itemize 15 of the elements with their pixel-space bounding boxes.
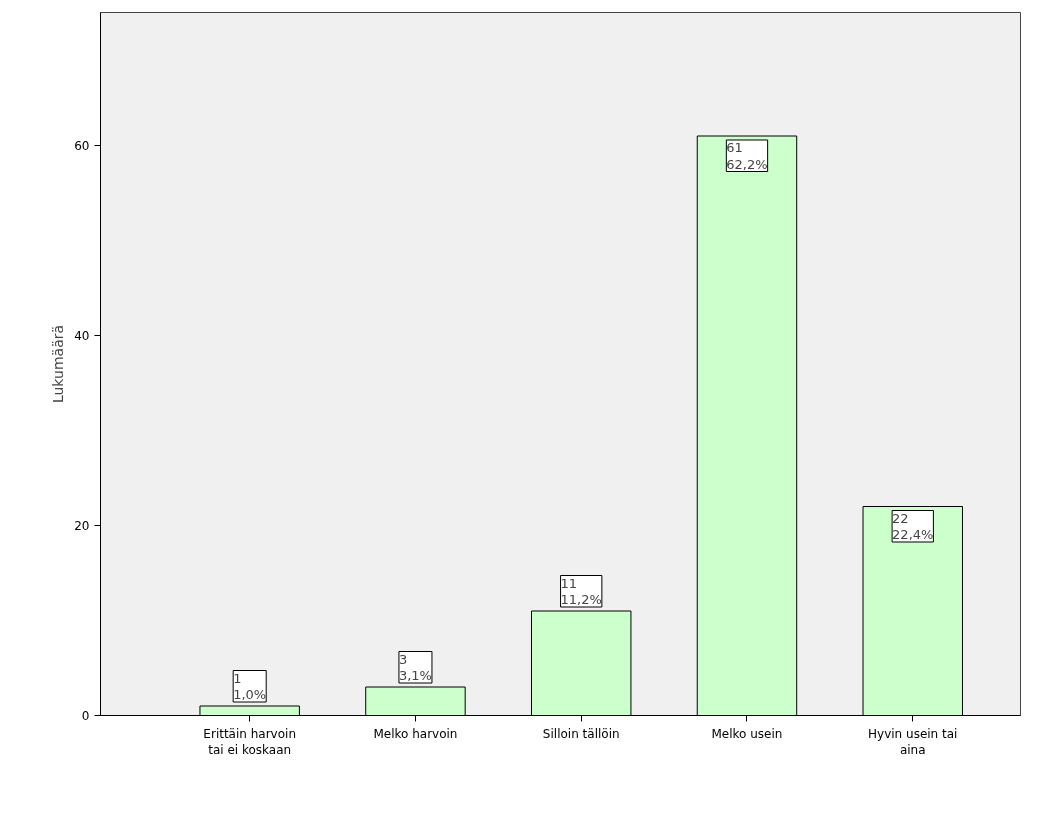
data-label: 11 11,2% (560, 575, 602, 607)
data-label: 1 1,0% (233, 670, 267, 702)
y-tick-label: 20 (74, 519, 90, 533)
x-tick-label: Erittäin harvoin tai ei koskaan (203, 726, 297, 758)
data-label: 22 22,4% (892, 510, 934, 542)
x-tick-label: Melko usein (711, 726, 783, 741)
x-tick-label: Melko harvoin (373, 726, 458, 741)
data-label: 3 3,1% (398, 651, 432, 683)
y-axis-title: Lukumäärä (50, 324, 67, 404)
y-tick-label: 60 (74, 139, 90, 153)
x-tick-label: Silloin tällöin (542, 726, 620, 741)
y-tick-label: 40 (74, 329, 90, 343)
data-label: 61 62,2% (726, 140, 768, 172)
x-tick-label: Hyvin usein tai aina (868, 726, 958, 758)
y-tick-label: 0 (81, 709, 90, 723)
